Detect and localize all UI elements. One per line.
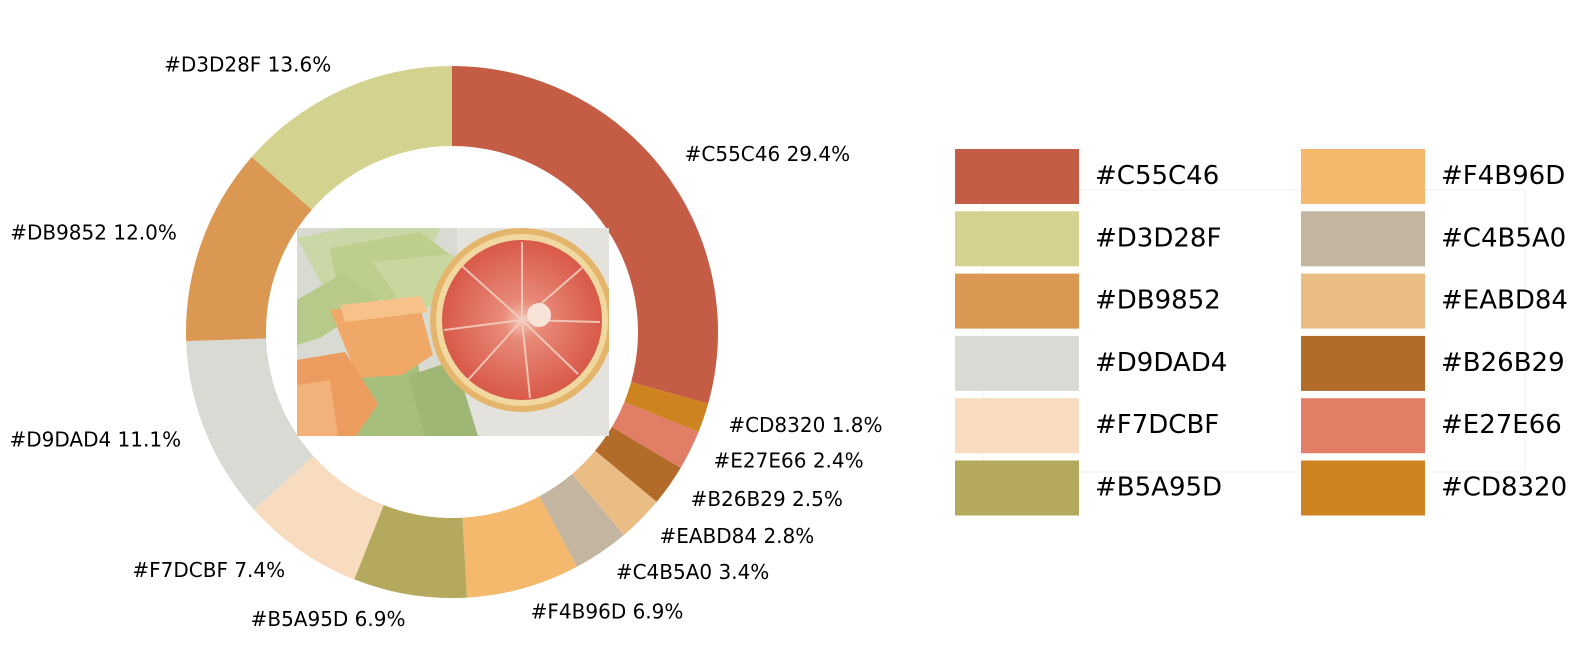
slice-b26b29 [595,427,681,502]
legend-swatch-d9dad4 [955,335,1079,391]
slice-d9dad4 [186,338,314,510]
legend-label-e27e66: #E27E66 [1441,410,1562,440]
legend-label-b26b29: #B26B29 [1441,348,1565,378]
legend-label-eabd84: #EABD84 [1441,286,1568,316]
legend-label-c4b5a0: #C4B5A0 [1441,223,1566,253]
legend-frame [982,189,1526,473]
slice-d3d28f [251,66,452,210]
legend-label-cd8320: #CD8320 [1441,473,1567,503]
slice-label-c4b5a0: #C4B5A0 3.4% [616,560,769,584]
slice-label-eabd84: #EABD84 2.8% [659,524,814,548]
legend-swatch-e27e66 [1301,398,1425,454]
slice-label-db9852: #DB9852 12.0% [10,221,177,245]
slice-label-c55c46: #C55C46 29.4% [685,142,850,166]
legend-swatch-cd8320 [1301,460,1425,516]
fruit-photo [297,228,609,436]
legend-swatch-b26b29 [1301,335,1425,391]
legend-label-c55c46: #C55C46 [1095,161,1219,191]
slice-label-d9dad4: #D9DAD4 11.1% [9,427,181,451]
donut-slices [186,66,719,598]
slice-db9852 [186,157,312,342]
legend-label-f7dcbf: #F7DCBF [1095,410,1219,440]
legend: #C55C46 #D3D28F #DB9852 #D9DAD4 #F7DCBF #B5A9… [955,149,1568,516]
legend-swatch-db9852 [955,273,1079,329]
slice-label-d3d28f: #D3D28F 13.6% [164,53,331,77]
slice-eabd84 [572,450,657,536]
legend-swatch-d3d28f [955,211,1079,267]
slice-f7dcbf [253,456,384,580]
legend-label-db9852: #DB9852 [1095,286,1221,316]
legend-swatch-eabd84 [1301,273,1425,329]
legend-label-b5a95d: #B5A95D [1095,473,1222,503]
slice-cd8320 [624,382,709,433]
slice-label-f7dcbf: #F7DCBF 7.4% [132,558,285,582]
slice-label-cd8320: #CD8320 1.8% [728,413,882,437]
slice-label-f4b96d: #F4B96D 6.9% [531,600,684,624]
legend-label-d3d28f: #D3D28F [1095,223,1221,253]
slice-label-b26b29: #B26B29 2.5% [691,487,843,511]
slice-f4b96d [462,496,577,598]
slice-e27e66 [611,401,699,468]
legend-label-f4b96d: #F4B96D [1441,161,1565,191]
legend-swatch-c55c46 [955,149,1079,204]
slice-b5a95d [354,504,468,598]
legend-swatch-b5a95d [955,460,1079,516]
slice-label-e27e66: #E27E66 2.4% [714,448,864,472]
legend-label-d9dad4: #D9DAD4 [1095,348,1227,378]
legend-swatch-f7dcbf [955,398,1079,454]
legend-swatch-f4b96d [1301,149,1425,204]
slice-label-b5a95d: #B5A95D 6.9% [251,607,406,631]
slice-c55c46 [452,66,719,404]
slice-c4b5a0 [539,473,624,567]
slice-labels: #C55C46 29.4% #CD8320 1.8% #E27E66 2.4% #B2… [9,53,882,631]
legend-swatch-c4b5a0 [1301,211,1425,267]
